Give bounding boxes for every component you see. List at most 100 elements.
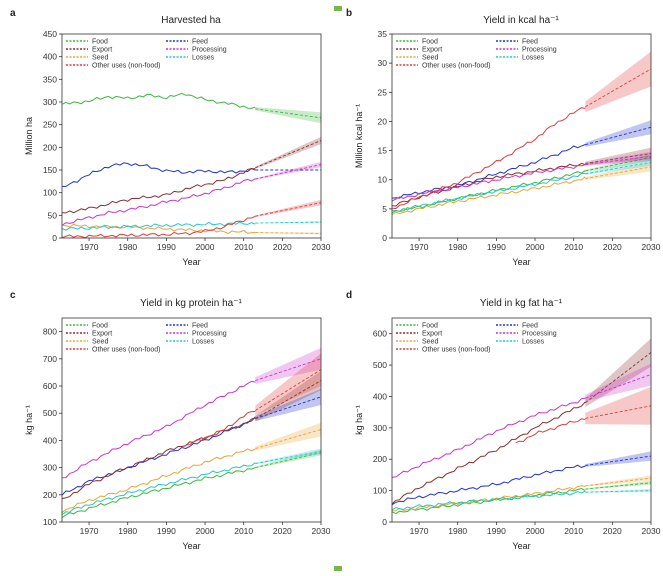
legend-label: Export — [92, 331, 112, 338]
uncertainty-band — [255, 107, 321, 124]
x-tick-label: 2030 — [312, 526, 331, 536]
series-feed — [391, 451, 652, 506]
projection-line — [255, 202, 322, 217]
history-line — [391, 162, 586, 207]
y-tick-label: 100 — [43, 517, 57, 527]
x-tick-label: 2010 — [234, 242, 253, 252]
legend-item: Export — [396, 331, 442, 338]
plot-frame — [391, 33, 652, 239]
plot-frame — [61, 317, 322, 523]
projection-line — [585, 68, 652, 108]
x-axis-label: Year — [182, 541, 200, 551]
history-line — [61, 448, 256, 513]
legend-item: Other uses (non-food) — [396, 347, 490, 354]
legend-item: Processing — [166, 331, 227, 338]
history-line — [61, 380, 256, 479]
legend-label: Feed — [522, 323, 538, 330]
series-feed — [391, 120, 652, 199]
legend-label: Seed — [422, 55, 438, 62]
history-line — [61, 221, 256, 231]
panel-letter: b — [346, 8, 352, 19]
history-line — [391, 164, 586, 202]
history-line — [61, 168, 256, 214]
series-other-uses-non-food- — [185, 353, 322, 446]
legend-label: Food — [92, 323, 108, 330]
y-tick-label: 500 — [373, 360, 387, 370]
history-line — [61, 215, 256, 239]
series-other-uses-non-food- — [515, 387, 652, 444]
series-other-uses-non-food- — [391, 51, 652, 210]
y-tick-label: 300 — [43, 97, 57, 107]
x-tick-label: 1970 — [410, 526, 429, 536]
projection-line — [585, 153, 652, 164]
series-losses — [391, 158, 652, 212]
x-tick-label: 2030 — [312, 242, 331, 252]
y-tick-label: 250 — [43, 120, 57, 130]
legend-label: Processing — [192, 331, 227, 338]
x-tick-label: 1990 — [157, 526, 176, 536]
series-export — [61, 136, 322, 214]
plot-frame — [391, 317, 652, 523]
series-feed — [61, 162, 321, 188]
uncertainty-band — [585, 451, 651, 467]
y-tick-label: 400 — [43, 435, 57, 445]
legend-item: Other uses (non-food) — [66, 347, 160, 354]
x-tick-label: 1980 — [448, 242, 467, 252]
projection-line — [255, 369, 322, 411]
history-line — [391, 397, 586, 478]
bottom-marker — [334, 566, 342, 571]
series-seed — [61, 422, 322, 513]
y-tick-label: 100 — [373, 486, 387, 496]
series-losses — [391, 489, 652, 511]
panel-c: c Yield in kg protein ha⁻¹ 1970 1980 1990 200… — [10, 290, 331, 551]
history-line — [391, 401, 586, 505]
y-tick-label: 200 — [43, 142, 57, 152]
projection-line — [585, 126, 652, 146]
panel-title: Yield in kg fat ha⁻¹ — [480, 298, 563, 309]
projection-line — [585, 155, 652, 166]
y-tick-label: 400 — [43, 52, 57, 62]
legend-label: Export — [422, 47, 442, 54]
x-tick-label: 2020 — [603, 242, 622, 252]
panel-title: Yield in kcal ha⁻¹ — [483, 15, 559, 26]
x-tick-label: 2020 — [273, 526, 292, 536]
projection-line — [585, 352, 652, 404]
y-tick-label: 700 — [43, 354, 57, 364]
y-tick-label: 20 — [378, 116, 388, 126]
series-processing — [391, 363, 652, 478]
legend-item: Losses — [496, 55, 545, 62]
legend-label: Losses — [522, 55, 545, 62]
series-seed — [61, 223, 322, 235]
history-line — [61, 467, 256, 519]
series-export — [391, 147, 652, 207]
series-processing — [61, 161, 322, 226]
y-tick-label: 150 — [43, 165, 57, 175]
projection-line — [255, 396, 322, 420]
series-food — [61, 92, 322, 124]
y-axis-label: Million kcal ha⁻¹ — [354, 104, 364, 168]
history-line — [391, 176, 586, 216]
legend-item: Food — [396, 39, 438, 46]
x-axis-label: Year — [182, 257, 200, 267]
y-tick-label: 350 — [43, 74, 57, 84]
legend-item: Export — [66, 331, 112, 338]
legend-label: Feed — [522, 39, 538, 46]
legend-label: Seed — [92, 339, 108, 346]
plot-frame — [61, 33, 322, 239]
x-tick-label: 1970 — [80, 526, 99, 536]
legend-item: Food — [396, 323, 438, 330]
legend-label: Food — [92, 39, 108, 46]
x-tick-label: 2010 — [564, 242, 583, 252]
legend-item: Seed — [396, 339, 438, 346]
y-tick-label: 800 — [43, 327, 57, 337]
x-tick-label: 1980 — [118, 242, 137, 252]
projection-line — [255, 358, 322, 381]
projection-line — [255, 232, 322, 234]
x-tick-label: 2000 — [526, 526, 545, 536]
y-tick-label: 300 — [373, 423, 387, 433]
history-line — [515, 418, 586, 444]
